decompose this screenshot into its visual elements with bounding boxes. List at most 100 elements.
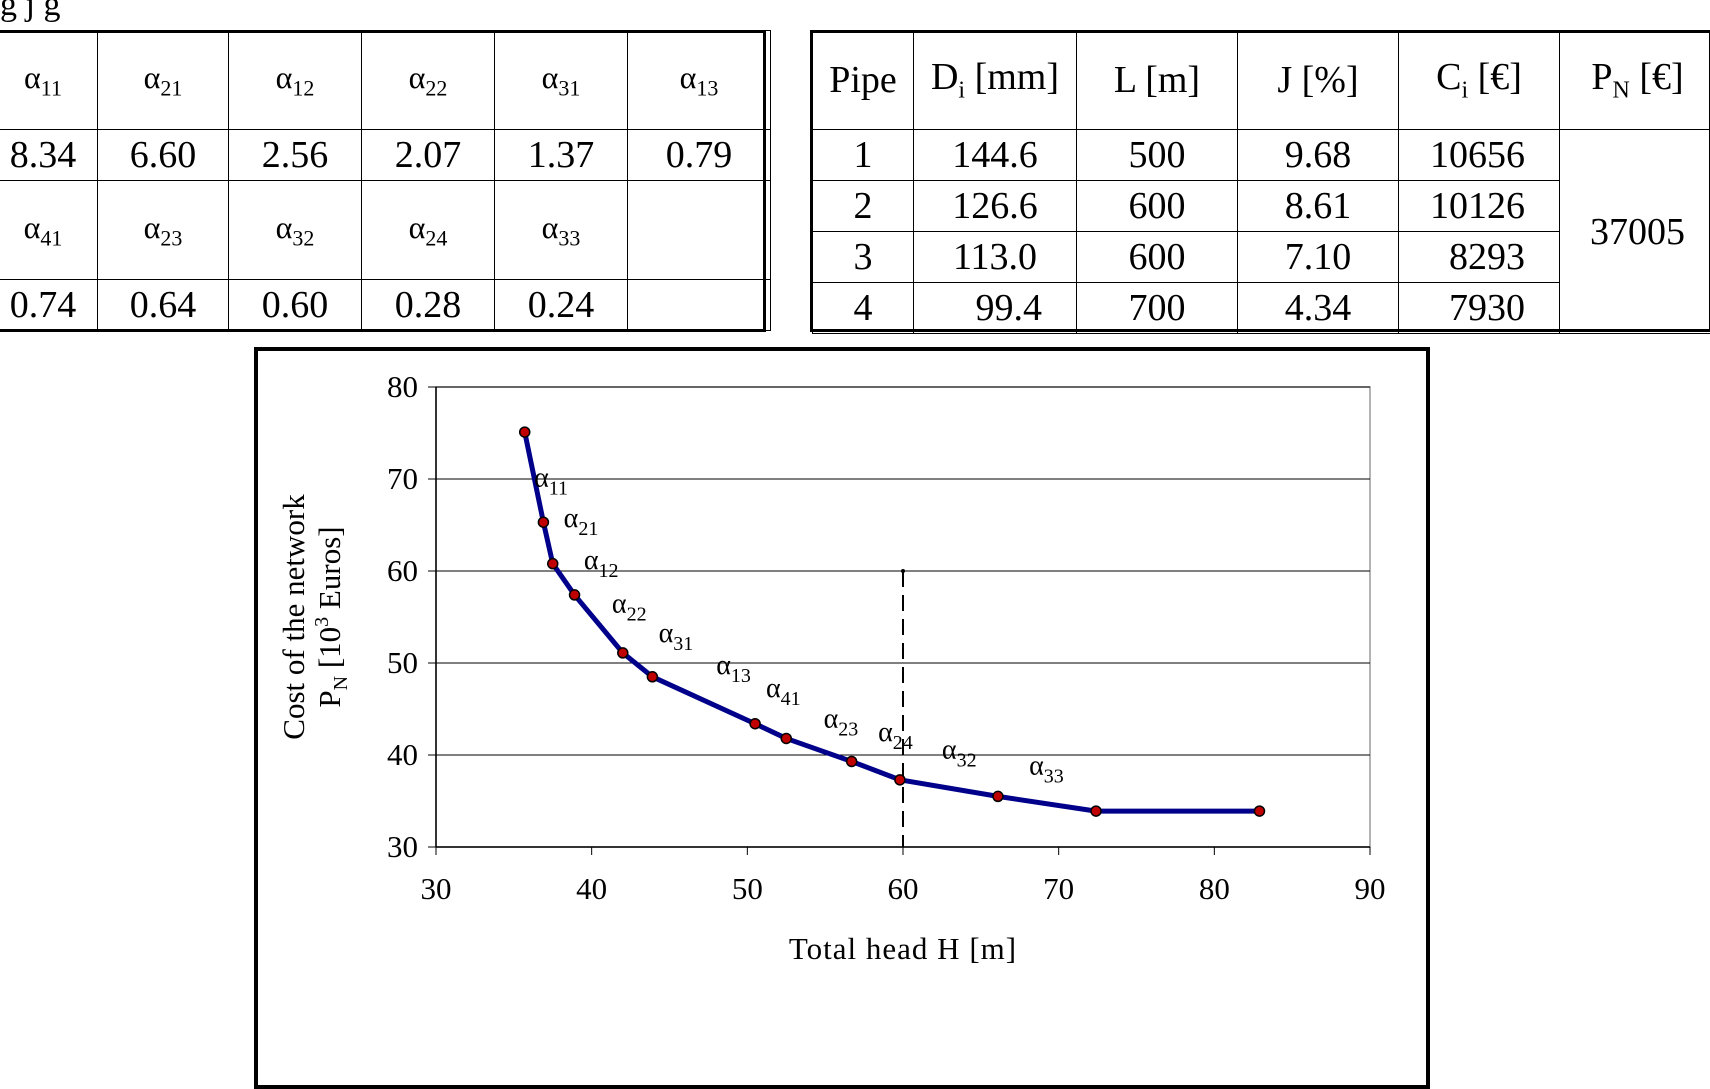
network-cost-total: 37005: [1560, 130, 1710, 334]
pipe-table-cell: 10656: [1399, 130, 1560, 181]
x-tick-label: 60: [888, 871, 919, 906]
pipe-table-cell: 7.10: [1238, 232, 1399, 283]
alpha-header-cell: α41: [0, 181, 98, 280]
x-tick-label: 40: [576, 871, 607, 906]
data-point-marker: [993, 791, 1003, 801]
x-tick-label: 80: [1199, 871, 1230, 906]
alpha-value-cell: 0.24: [495, 280, 628, 331]
x-tick-label: 30: [421, 871, 452, 906]
y-tick-label: 70: [387, 461, 418, 496]
data-point-marker: [781, 733, 791, 743]
alpha-header-cell: α33: [495, 181, 628, 280]
reference-line-endpoint: [901, 569, 905, 573]
x-tick-label: 70: [1043, 871, 1074, 906]
alpha-header-cell: α31: [495, 31, 628, 130]
pipe-table-cell: 4.34: [1238, 283, 1399, 334]
data-point-marker: [548, 559, 558, 569]
alpha-annotation: α41: [766, 673, 801, 710]
y-axis-label-line1: Cost of the network: [276, 494, 311, 740]
data-point-marker: [570, 590, 580, 600]
alpha-header-cell: α22: [362, 31, 495, 130]
alpha-annotation: α24: [878, 717, 913, 754]
alpha-value-cell: 0.64: [98, 280, 229, 331]
alpha-value-cell: [628, 280, 771, 331]
alpha-value-cell: 0.74: [0, 280, 98, 331]
alpha-header-cell: [628, 181, 771, 280]
alpha-value-cell: 0.60: [229, 280, 362, 331]
pipe-table-cell: 7930: [1399, 283, 1560, 334]
pipe-table-cell: 10126: [1399, 181, 1560, 232]
pipe-table-cell: 1: [813, 130, 914, 181]
pipe-table-cell: 113.0: [914, 232, 1077, 283]
alpha-value-cell: 2.56: [229, 130, 362, 181]
x-tick-label: 90: [1355, 871, 1386, 906]
alpha-value-cell: 0.79: [628, 130, 771, 181]
y-tick-label: 50: [387, 645, 418, 680]
alpha-annotation: α32: [942, 735, 977, 772]
data-point-marker: [847, 756, 857, 766]
alpha-annotation: α12: [584, 545, 619, 582]
pipe-table-header: Pipe: [813, 31, 914, 130]
x-axis-label: Total head H [m]: [789, 931, 1017, 966]
alpha-header-cell: α32: [229, 181, 362, 280]
pipe-table-cell: 144.6: [914, 130, 1077, 181]
pipe-table-cell: 126.6: [914, 181, 1077, 232]
alpha-header-cell: α23: [98, 181, 229, 280]
pipe-table-cell: 500: [1077, 130, 1238, 181]
alpha-value-cell: 1.37: [495, 130, 628, 181]
data-point-marker: [647, 672, 657, 682]
x-tick-label: 50: [732, 871, 763, 906]
y-tick-label: 40: [387, 737, 418, 772]
alpha-header-cell: α12: [229, 31, 362, 130]
alpha-annotation: α21: [564, 503, 599, 540]
alpha-header-cell: α13: [628, 31, 771, 130]
alpha-value-cell: 2.07: [362, 130, 495, 181]
data-point-marker: [538, 517, 548, 527]
alpha-header-cell: α21: [98, 31, 229, 130]
pipe-table-header: L [m]: [1077, 31, 1238, 130]
data-point-marker: [520, 427, 530, 437]
alpha-value-cell: 0.28: [362, 280, 495, 331]
pipe-table-cell: 99.4: [914, 283, 1077, 334]
data-point-marker: [895, 775, 905, 785]
y-tick-label: 60: [387, 553, 418, 588]
data-point-marker: [1091, 806, 1101, 816]
y-tick-label: 80: [387, 369, 418, 404]
caption-fragment: g j g: [0, 0, 760, 26]
pipe-table-cell: 600: [1077, 181, 1238, 232]
pipe-table-cell: 3: [813, 232, 914, 283]
pipe-table-cell: 700: [1077, 283, 1238, 334]
alpha-header-cell: α24: [362, 181, 495, 280]
pipe-table-cell: 2: [813, 181, 914, 232]
pipe-table-cell: 600: [1077, 232, 1238, 283]
pipe-table-cell: 8.61: [1238, 181, 1399, 232]
alpha-annotation: α23: [824, 703, 859, 740]
alpha-annotation: α22: [612, 588, 647, 625]
pipe-table-cell: 9.68: [1238, 130, 1399, 181]
data-point-marker: [750, 719, 760, 729]
alpha-header-cell: α11: [0, 31, 98, 130]
pipe-table-header: PN [€]: [1560, 31, 1710, 130]
data-point-marker: [1254, 806, 1264, 816]
pipe-table-header: Di [mm]: [914, 31, 1077, 130]
alpha-annotation: α31: [659, 618, 694, 655]
alpha-value-cell: 6.60: [98, 130, 229, 181]
pipe-table-header: Ci [€]: [1399, 31, 1560, 130]
data-point-marker: [618, 648, 628, 658]
pipe-table-cell: 8293: [1399, 232, 1560, 283]
alpha-annotation: α33: [1029, 750, 1064, 787]
y-tick-label: 30: [387, 829, 418, 864]
y-axis-label-line2: PN [103 Euros]: [311, 526, 352, 707]
pipe-table-cell: 4: [813, 283, 914, 334]
alpha-annotation: α13: [716, 650, 751, 687]
alpha-value-cell: 8.34: [0, 130, 98, 181]
